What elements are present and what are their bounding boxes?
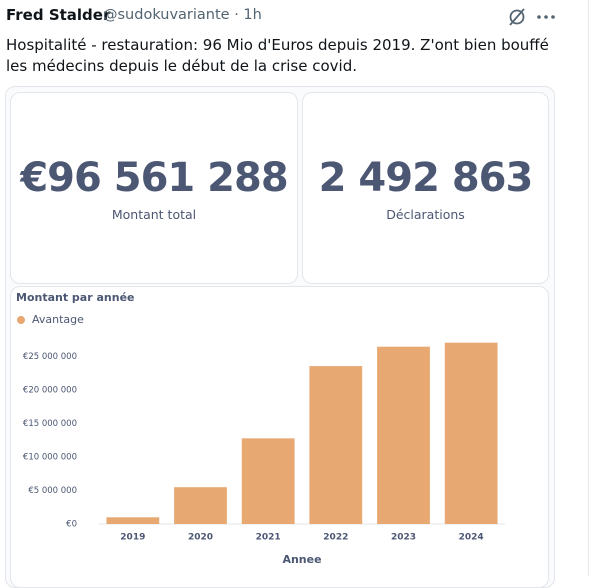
kpi-value: 2 492 863 [318,155,534,201]
x-tick-label: 2021 [256,533,281,543]
kpi-value: €96 561 288 [20,155,288,201]
bar [377,346,430,524]
y-tick-label: €10 000 000 [23,453,77,463]
bar [309,366,363,524]
chart: Montant par année Annee €0 €5 000 000 €10 … [16,291,505,566]
y-tick-label: €5 000 000 [28,486,77,496]
x-tick-label: 2023 [391,533,416,543]
x-tick-label: 2019 [120,533,145,543]
tweet-icons [509,8,555,26]
author[interactable]: Fred Stalder [6,6,111,24]
grok-icon[interactable] [509,9,525,25]
x-axis-title: Annee [282,553,321,566]
y-tick-label: €20 000 000 [23,386,77,396]
x-tick-label: 2024 [459,533,484,543]
tweet-text: les médecins depuis le début de la crise… [6,57,357,75]
column-border [588,0,589,576]
handle[interactable]: @sudokuvariante · 1h [103,7,262,23]
tweet-text: Hospitalité - restauration: 96 Mio d'Eur… [6,36,549,54]
y-tick-label: €0 [66,520,77,530]
x-tick-label: 2022 [323,533,348,543]
legend-label: Avantage [32,313,84,326]
kpi-card: €96 561 288 Montant total [10,92,298,284]
bar [106,517,160,524]
kpi-label: Montant total [111,207,197,222]
chart-title: Montant par année [16,291,135,304]
more-icon[interactable] [537,15,555,19]
kpi-label: Déclarations [386,207,465,222]
bar [444,342,498,524]
grok-slash [509,8,525,26]
bar [241,438,295,524]
x-tick-label: 2020 [188,533,213,543]
legend-marker [17,316,25,324]
bar [174,487,227,524]
y-tick-label: €25 000 000 [23,352,77,362]
y-tick-label: €15 000 000 [23,419,77,429]
kpi-card: 2 492 863 Déclarations [302,92,549,284]
page: Fred Stalder @sudokuvariante · 1h Hospit… [5,0,589,588]
